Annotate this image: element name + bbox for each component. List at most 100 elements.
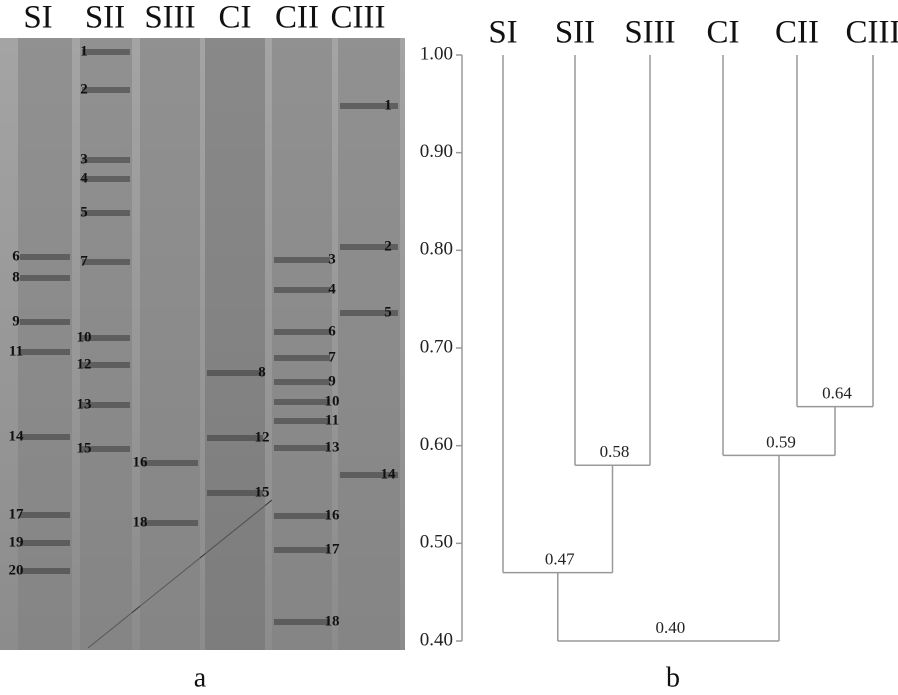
gel-band bbox=[20, 434, 70, 440]
lane-label: CII bbox=[275, 0, 319, 36]
gel-band bbox=[20, 540, 70, 546]
gel-band bbox=[82, 446, 130, 452]
leaf-label: SI bbox=[488, 15, 517, 51]
merge-label-bg bbox=[593, 443, 634, 463]
band-label: 5 bbox=[80, 204, 88, 220]
band-label: 10 bbox=[325, 393, 340, 409]
gel-band bbox=[142, 520, 198, 526]
lane-label: SI bbox=[23, 0, 52, 36]
band-label: 16 bbox=[325, 507, 341, 523]
merge-label-bg bbox=[816, 384, 856, 404]
gel-band bbox=[142, 460, 198, 466]
band-label: 6 bbox=[12, 248, 20, 264]
gel-band bbox=[274, 355, 330, 361]
gel-band bbox=[274, 257, 330, 263]
gel-band bbox=[82, 176, 130, 182]
gel-band bbox=[20, 512, 70, 518]
band-label: 7 bbox=[328, 349, 336, 365]
band-label: 14 bbox=[9, 428, 25, 444]
band-label: 7 bbox=[80, 253, 88, 269]
gel-lane bbox=[338, 38, 400, 650]
gel-band bbox=[82, 335, 130, 341]
lane-label: CI bbox=[219, 0, 252, 36]
gel-lane bbox=[140, 38, 200, 650]
gel-band bbox=[340, 103, 398, 109]
gel-band bbox=[340, 310, 398, 316]
band-label: 4 bbox=[328, 281, 336, 297]
gel-band bbox=[82, 210, 130, 216]
lane-label: SIII bbox=[144, 0, 195, 36]
lane-label: CIII bbox=[331, 0, 386, 36]
band-label: 12 bbox=[77, 356, 92, 372]
gel-band bbox=[274, 445, 330, 451]
gel-band bbox=[340, 244, 398, 250]
y-tick-label: 0.60 bbox=[420, 434, 453, 455]
gel-band bbox=[274, 329, 330, 335]
gel-band bbox=[274, 399, 330, 405]
merge-value-label: 0.59 bbox=[766, 432, 796, 451]
band-label: 17 bbox=[325, 541, 341, 557]
gel-lane bbox=[80, 38, 132, 650]
gel-band bbox=[20, 254, 70, 260]
gel-band bbox=[82, 402, 130, 408]
band-label: 8 bbox=[12, 269, 20, 285]
band-label: 3 bbox=[80, 151, 88, 167]
y-tick-label: 1.00 bbox=[420, 43, 453, 64]
y-tick-label: 0.40 bbox=[420, 629, 453, 650]
band-label: 18 bbox=[325, 613, 340, 629]
gel-band bbox=[82, 362, 130, 368]
gel-lane bbox=[205, 38, 265, 650]
band-label: 14 bbox=[381, 466, 397, 482]
band-label: 1 bbox=[80, 43, 88, 59]
gel-band bbox=[340, 472, 398, 478]
leaf-label: CII bbox=[775, 15, 819, 51]
gel-band bbox=[82, 157, 130, 163]
band-label: 17 bbox=[9, 506, 25, 522]
merge-value-label: 0.47 bbox=[545, 550, 575, 569]
band-label: 12 bbox=[255, 429, 270, 445]
y-tick-label: 0.80 bbox=[420, 239, 453, 260]
band-label: 16 bbox=[133, 454, 149, 470]
band-label: 8 bbox=[258, 364, 266, 380]
leaf-label: CIII bbox=[846, 15, 898, 51]
merge-label-bg bbox=[649, 619, 690, 638]
gel-band bbox=[82, 87, 130, 93]
gel-lane bbox=[272, 38, 332, 650]
band-label: 3 bbox=[328, 251, 336, 267]
band-label: 9 bbox=[328, 373, 336, 389]
gel-band bbox=[274, 513, 330, 519]
merge-label-bg bbox=[538, 550, 579, 570]
gel-band bbox=[274, 547, 330, 553]
band-label: 19 bbox=[9, 534, 24, 550]
gel-band bbox=[20, 319, 70, 325]
y-tick-label: 0.70 bbox=[420, 336, 453, 357]
band-label: 18 bbox=[133, 514, 148, 530]
band-label: 10 bbox=[77, 329, 92, 345]
band-label: 2 bbox=[384, 238, 392, 254]
merge-value-label: 0.58 bbox=[600, 442, 630, 461]
band-label: 11 bbox=[325, 412, 339, 428]
gel-band bbox=[274, 619, 330, 625]
gel-band bbox=[207, 370, 263, 376]
gel-band bbox=[274, 287, 330, 293]
band-label: 2 bbox=[80, 81, 88, 97]
leaf-label: SII bbox=[555, 15, 595, 51]
band-label: 1 bbox=[384, 97, 392, 113]
gel-band bbox=[82, 49, 130, 55]
band-label: 15 bbox=[77, 440, 92, 456]
band-label: 13 bbox=[325, 439, 340, 455]
band-label: 15 bbox=[255, 484, 270, 500]
gel-band bbox=[274, 379, 330, 385]
gel-lane bbox=[18, 38, 72, 650]
gel-band bbox=[20, 568, 70, 574]
merge-value-label: 0.64 bbox=[822, 384, 852, 403]
band-label: 20 bbox=[9, 562, 24, 578]
band-label: 13 bbox=[77, 396, 92, 412]
band-label: 11 bbox=[9, 343, 23, 359]
gel-band bbox=[274, 418, 330, 424]
lane-label: SII bbox=[85, 0, 125, 36]
band-label: 6 bbox=[328, 323, 336, 339]
gel-band bbox=[20, 349, 70, 355]
